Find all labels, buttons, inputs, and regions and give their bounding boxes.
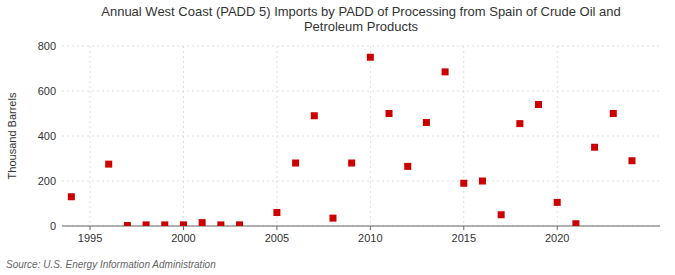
x-grid-line [370,46,371,226]
y-axis-label: Thousand Barrels [6,92,18,179]
point [479,178,486,185]
point [442,68,449,75]
point [535,101,542,108]
x-tick-label: 2010 [358,232,382,244]
point [516,120,523,127]
point [498,211,505,218]
chart-container: Annual West Coast (PADD 5) Imports by PA… [0,0,675,275]
x-tick-label: 1995 [78,232,102,244]
x-grid-line [90,46,91,226]
y-grid-line [62,91,660,92]
y-grid-line [62,46,660,47]
point [105,161,112,168]
y-tick-label: 600 [38,85,56,97]
point [199,219,206,226]
point [610,110,617,117]
x-tick [276,226,277,230]
y-tick-label: 800 [38,40,56,52]
point [292,160,299,167]
point [460,180,467,187]
x-tick [463,226,464,230]
point [143,221,150,226]
x-tick [370,226,371,230]
point [367,54,374,61]
point [311,112,318,119]
x-tick-label: 2020 [545,232,569,244]
y-grid-line [62,181,660,182]
x-grid-line [276,46,277,226]
point [124,222,131,226]
x-tick [90,226,91,230]
point [180,221,187,226]
point [329,215,336,222]
point [591,144,598,151]
axes: 0 200 400 600 800 1995 2000 2005 2010 2015 2020 [38,40,660,244]
y-tick-label: 0 [50,220,56,232]
x-tick [183,226,184,230]
point [236,221,243,226]
y-tick-label: 400 [38,130,56,142]
title-line: Petroleum Products [304,19,419,34]
point [404,163,411,170]
x-axis-line [62,226,660,227]
point [161,221,168,226]
y-grid-line [62,136,660,137]
x-grid-line [183,46,184,226]
title: Annual West Coast (PADD 5) Imports by PA… [101,4,621,34]
point [348,160,355,167]
point [572,220,579,226]
point [628,157,635,164]
source-note: Source: U.S. Energy Information Administ… [6,259,216,270]
point [554,199,561,206]
y-grid-line [62,226,660,227]
x-grid-line [463,46,464,226]
point [68,193,75,200]
point [386,110,393,117]
title-line: Annual West Coast (PADD 5) Imports by PA… [101,4,621,19]
point [273,209,280,216]
point [217,221,224,226]
grid [62,46,660,226]
x-tick-label: 2005 [265,232,289,244]
y-tick-label: 200 [38,175,56,187]
x-tick-label: 2015 [452,232,476,244]
chart: Annual West Coast (PADD 5) Imports by PA… [0,0,675,275]
x-tick [557,226,558,230]
points [68,54,636,226]
x-tick-label: 2000 [171,232,195,244]
point [423,119,430,126]
